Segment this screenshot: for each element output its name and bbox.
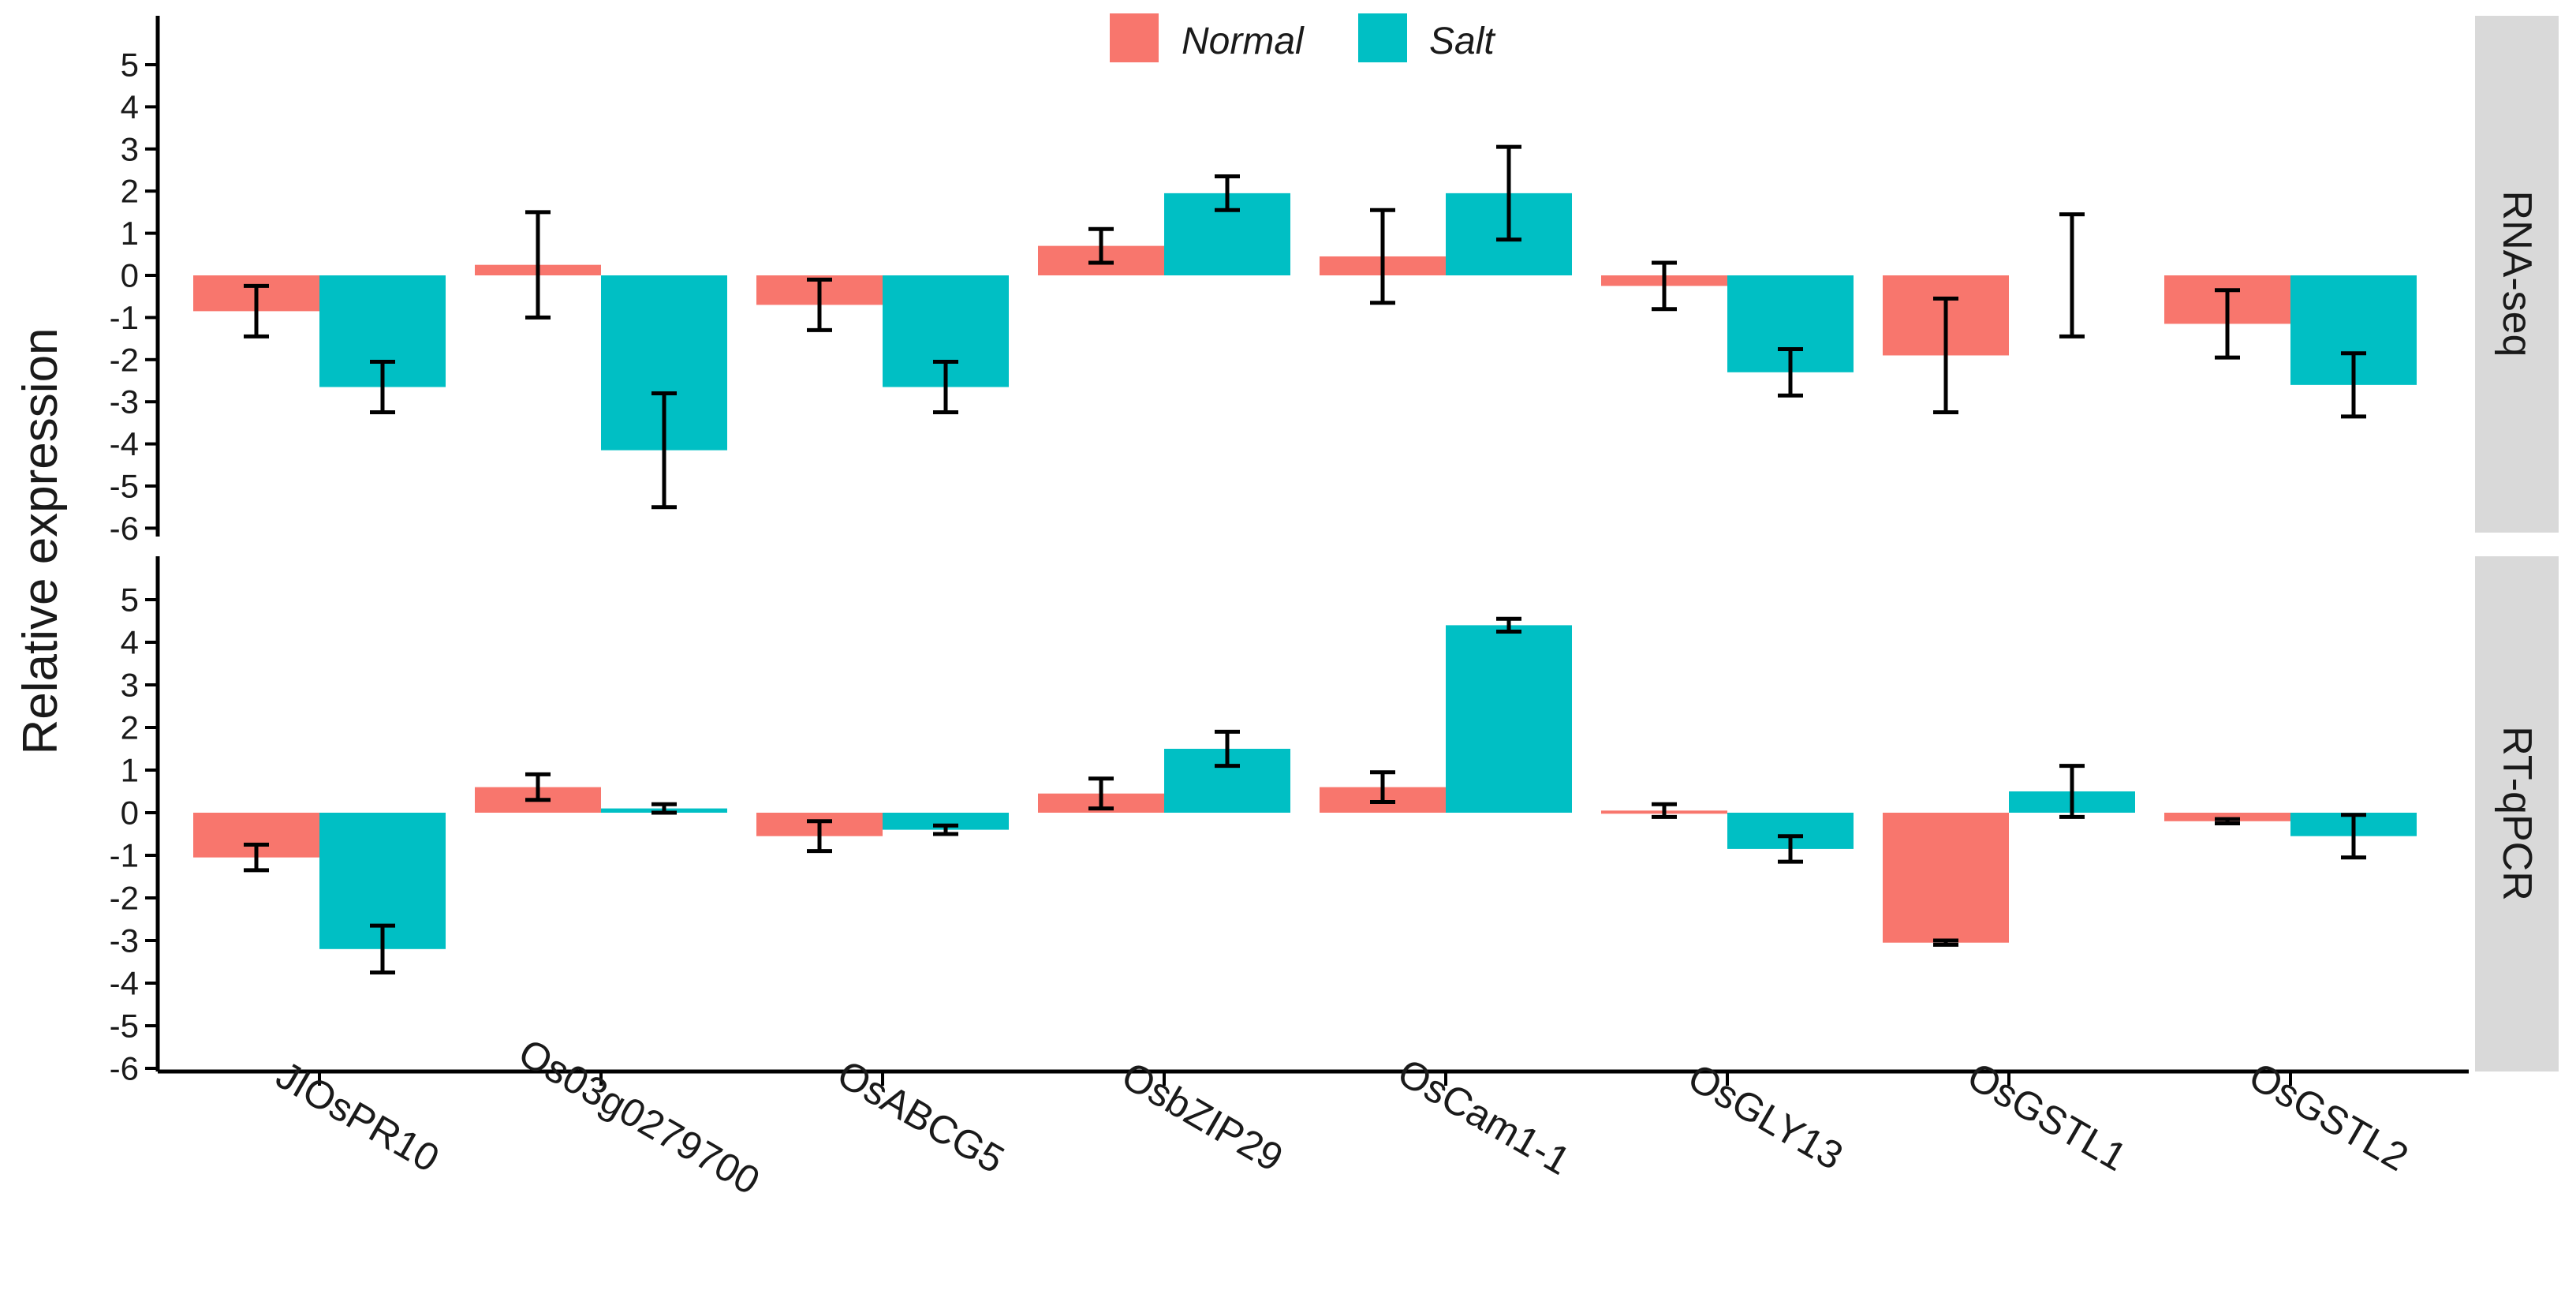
y-tick-label-rt-qpcr-0: 0 — [121, 795, 139, 832]
error-bar-rt-qpcr-salt-osgly13 — [1778, 834, 1803, 864]
error-bar-rt-qpcr-salt-osgstl2 — [2341, 813, 2366, 860]
x-axis-labels: JIOsPR10 Os03g0279700 OsABCG5 OsbZIP29 OsCam… — [269, 1030, 2416, 1203]
panel-rt-qpcr-y-ticks: 5 4 3 2 1 0 -1 -2 -3 -4 -5 -6 — [110, 582, 158, 1087]
error-bar-rt-qpcr-normal-osabcg5 — [807, 819, 832, 854]
y-tick-label-rna-seq--3: -3 — [110, 383, 139, 421]
x-axis-ticks — [318, 1072, 2292, 1086]
bar-rt-qpcr-salt-osabcg5 — [883, 813, 1009, 830]
error-bar-rna-seq-normal-osgstl2 — [2215, 288, 2240, 360]
y-tick-label-rt-qpcr-2: 2 — [121, 709, 139, 746]
x-tick-label-osgly13: OsGLY13 — [1681, 1055, 1850, 1178]
legend: Normal Salt — [1110, 13, 1495, 62]
y-tick-label-rna-seq-2: 2 — [121, 173, 139, 210]
error-bar-rna-seq-normal-osgly13 — [1652, 260, 1677, 312]
error-bar-rt-qpcr-normal-osbzip29 — [1088, 776, 1114, 811]
y-tick-label-rt-qpcr-4: 4 — [121, 624, 139, 661]
legend-swatch-normal — [1110, 13, 1159, 62]
y-tick-label-rt-qpcr-5: 5 — [121, 582, 139, 619]
panel-rt-qpcr-error-bars — [244, 616, 2366, 974]
x-tick-label-os03g0279700: Os03g0279700 — [511, 1030, 767, 1203]
error-bar-rna-seq-salt-osbzip29 — [1215, 174, 1240, 212]
error-bar-rt-qpcr-normal-oscam1-1 — [1370, 770, 1395, 804]
error-bar-rna-seq-normal-jiospr10 — [244, 283, 269, 338]
error-bar-rt-qpcr-normal-os03g0279700 — [525, 772, 551, 802]
panel-rna-seq-bars — [193, 193, 2417, 451]
y-tick-label-rt-qpcr--3: -3 — [110, 922, 139, 959]
legend-label-normal: Normal — [1182, 21, 1305, 62]
error-bar-rna-seq-normal-oscam1-1 — [1370, 208, 1395, 305]
y-tick-label-rt-qpcr--6: -6 — [110, 1050, 139, 1087]
panel-rt-qpcr-strip — [2475, 556, 2559, 1072]
error-bar-rna-seq-normal-osabcg5 — [807, 277, 832, 332]
error-bar-rna-seq-salt-osgstl2 — [2341, 351, 2366, 419]
error-bar-rt-qpcr-salt-osgstl1 — [2059, 764, 2085, 819]
y-tick-label-rna-seq--6: -6 — [110, 510, 139, 547]
y-tick-label-rt-qpcr-3: 3 — [121, 667, 139, 704]
error-bar-rna-seq-salt-osgly13 — [1778, 346, 1803, 398]
error-bar-rt-qpcr-salt-osabcg5 — [933, 823, 958, 836]
error-bar-rna-seq-salt-osgstl1 — [2059, 212, 2085, 338]
error-bar-rt-qpcr-normal-jiospr10 — [244, 843, 269, 873]
y-tick-label-rna-seq--2: -2 — [110, 341, 139, 378]
y-tick-label-rt-qpcr--4: -4 — [110, 965, 139, 1002]
error-bar-rt-qpcr-salt-os03g0279700 — [651, 802, 677, 815]
error-bar-rt-qpcr-salt-jiospr10 — [370, 923, 395, 974]
bar-rt-qpcr-normal-osgstl2 — [2164, 813, 2290, 821]
y-tick-label-rt-qpcr--1: -1 — [110, 837, 139, 874]
panel-rt-qpcr: 5 4 3 2 1 0 -1 -2 -3 -4 -5 -6 RT-qPCR — [110, 556, 2559, 1087]
error-bar-rt-qpcr-normal-osgstl1 — [1933, 938, 1958, 947]
y-tick-label-rt-qpcr--2: -2 — [110, 880, 139, 917]
error-bar-rna-seq-salt-osabcg5 — [933, 359, 958, 415]
panel-rt-qpcr-bars — [193, 625, 2417, 949]
y-tick-label-rt-qpcr-1: 1 — [121, 752, 139, 789]
error-bar-rt-qpcr-normal-osgly13 — [1652, 802, 1677, 819]
y-tick-label-rna-seq-0: 0 — [121, 257, 139, 294]
error-bar-rt-qpcr-salt-osbzip29 — [1215, 729, 1240, 769]
y-tick-label-rna-seq--5: -5 — [110, 468, 139, 505]
y-tick-label-rna-seq--1: -1 — [110, 299, 139, 336]
error-bar-rt-qpcr-normal-osgstl2 — [2215, 817, 2240, 825]
panel-rna-seq-strip — [2475, 16, 2559, 533]
panel-rna-seq-strip-label: RNA-seq — [2494, 191, 2540, 357]
error-bar-rna-seq-salt-os03g0279700 — [651, 391, 677, 510]
error-bar-rna-seq-normal-osbzip29 — [1088, 226, 1114, 265]
error-bar-rna-seq-salt-jiospr10 — [370, 359, 395, 415]
panel-rna-seq: 5 4 3 2 1 0 -1 -2 -3 -4 -5 -6 RNA-seq — [110, 16, 2559, 547]
y-axis-title: Relative expression — [13, 327, 68, 754]
y-tick-label-rna-seq-5: 5 — [121, 47, 139, 84]
bar-rt-qpcr-normal-osgstl1 — [1883, 813, 2009, 943]
error-bar-rna-seq-normal-osgstl1 — [1933, 296, 1958, 415]
panel-rna-seq-error-bars — [244, 144, 2366, 510]
y-tick-label-rna-seq-3: 3 — [121, 130, 139, 167]
y-tick-label-rna-seq--4: -4 — [110, 425, 139, 462]
panel-rna-seq-y-ticks: 5 4 3 2 1 0 -1 -2 -3 -4 -5 -6 — [110, 47, 158, 547]
bar-rt-qpcr-salt-oscam1-1 — [1446, 625, 1572, 813]
y-tick-label-rna-seq-1: 1 — [121, 215, 139, 252]
legend-label-salt: Salt — [1429, 21, 1495, 62]
y-tick-label-rna-seq-4: 4 — [121, 88, 139, 125]
error-bar-rna-seq-normal-os03g0279700 — [525, 210, 551, 320]
panel-rt-qpcr-strip-label: RT-qPCR — [2494, 726, 2540, 901]
error-bar-rt-qpcr-salt-oscam1-1 — [1496, 616, 1521, 634]
y-tick-label-rt-qpcr--5: -5 — [110, 1008, 139, 1045]
legend-swatch-salt — [1358, 13, 1407, 62]
error-bar-rna-seq-salt-oscam1-1 — [1496, 144, 1521, 242]
